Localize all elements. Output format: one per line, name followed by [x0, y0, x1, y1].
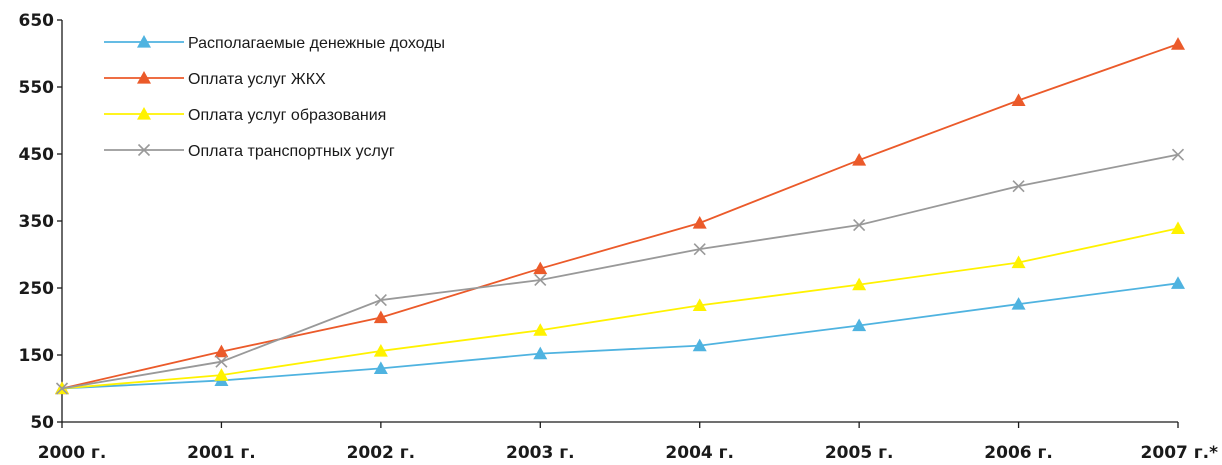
data-point: [533, 261, 548, 275]
series-1: [55, 37, 1185, 395]
data-point: [533, 346, 548, 360]
data-point: [55, 382, 69, 395]
legend-swatch-marker: [137, 71, 151, 84]
data-point: [852, 318, 867, 332]
legend-swatch-marker: [137, 35, 151, 48]
data-point: [1171, 221, 1185, 234]
data-point: [534, 273, 547, 287]
legend-swatch-marker: [137, 107, 151, 120]
data-point: [1012, 180, 1025, 193]
data-point: [1171, 37, 1185, 50]
data-point: [373, 310, 388, 324]
data-point: [533, 323, 548, 336]
data-point: [1171, 148, 1185, 161]
y-tick-label: 550: [19, 78, 55, 98]
data-point: [693, 243, 706, 256]
legend-label: Оплата транспортных услуг: [188, 143, 395, 160]
x-tick-label: 2002 г.: [347, 443, 416, 463]
data-point: [373, 343, 388, 357]
series-line: [61, 282, 1179, 390]
data-point: [214, 344, 229, 358]
data-point: [215, 355, 228, 368]
series-line: [61, 227, 1179, 390]
legend-label: Располагаемые денежные доходы: [188, 35, 445, 52]
y-tick-label: 650: [19, 11, 55, 31]
legend: Располагаемые денежные доходы Оплата услу…: [104, 35, 445, 160]
data-point: [1011, 255, 1026, 269]
data-point: [853, 218, 866, 232]
series-line: [61, 43, 1179, 390]
data-point: [1011, 93, 1026, 106]
legend-label: Оплата услуг образования: [188, 107, 386, 124]
legend-item-3: Оплата транспортных услуг: [104, 143, 395, 160]
data-point: [852, 153, 867, 166]
data-point: [1171, 276, 1185, 289]
x-tick-label: 2001 г.: [187, 443, 256, 463]
data-point: [374, 293, 387, 307]
series-layer: [55, 37, 1185, 395]
legend-item-0: Располагаемые денежные доходы: [104, 35, 445, 52]
x-tick-label: 2005 г.: [825, 443, 894, 463]
y-tick-label: 50: [30, 413, 54, 433]
legend-item-2: Оплата услуг образования: [104, 107, 386, 124]
legend-label: Оплата услуг ЖКХ: [188, 71, 326, 88]
data-point: [692, 338, 707, 352]
x-tick-label: 2000 г.: [38, 443, 107, 463]
y-tick-label: 150: [19, 346, 55, 366]
axes: 50 150 250 350 450 550 650 2000 г. 2001 г. 2002 г…: [19, 11, 1219, 463]
data-point: [692, 298, 707, 312]
y-tick-label: 350: [19, 212, 55, 232]
x-tick-label: 2003 г.: [506, 443, 575, 463]
series-line: [61, 153, 1179, 390]
data-point: [373, 361, 388, 374]
y-tick-label: 450: [19, 145, 55, 165]
x-tick-label: 2007 г.*: [1141, 443, 1219, 463]
data-point: [692, 216, 707, 229]
data-point: [1011, 297, 1026, 310]
data-point: [214, 368, 229, 381]
x-tick-label: 2006 г.: [984, 443, 1053, 463]
legend-swatch-marker: [137, 143, 151, 157]
series-3: [55, 148, 1185, 395]
legend-item-1: Оплата услуг ЖКХ: [104, 71, 326, 88]
series-0: [55, 276, 1185, 395]
data-point: [852, 277, 867, 291]
x-tick-label: 2004 г.: [665, 443, 734, 463]
y-tick-label: 250: [19, 279, 55, 299]
